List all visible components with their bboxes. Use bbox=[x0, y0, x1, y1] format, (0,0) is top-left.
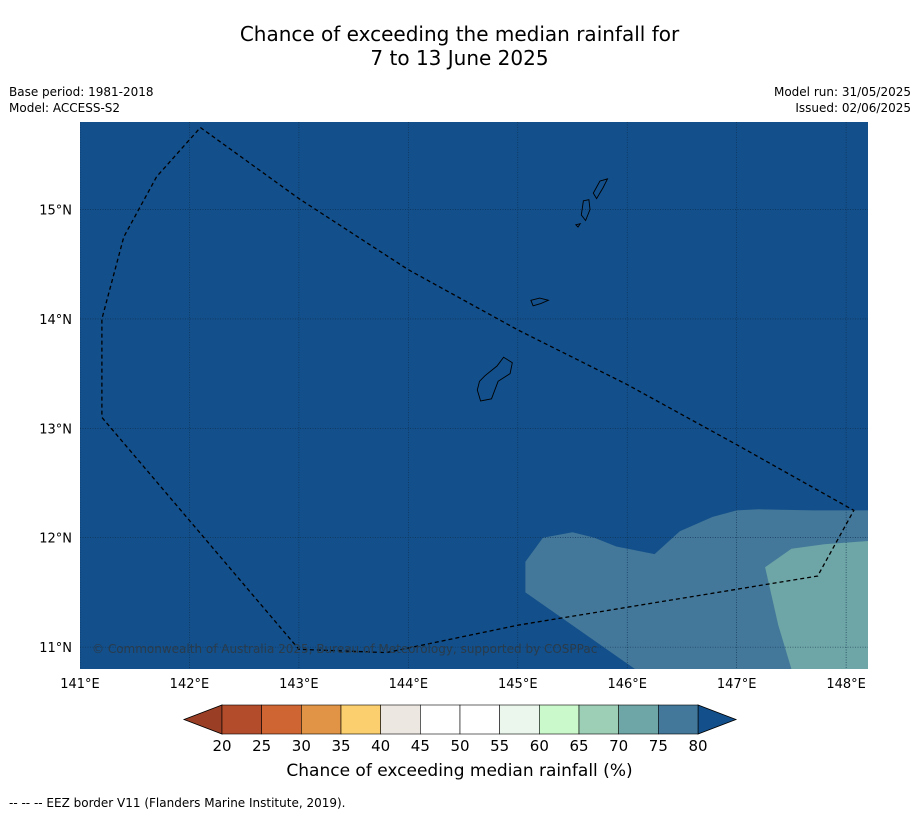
colorbar-segment bbox=[578, 704, 619, 735]
lat-tick-label: 13°N bbox=[39, 422, 72, 437]
copyright-text: © Commonwealth of Australia 2025, Bureau… bbox=[92, 642, 597, 656]
map-panel: © Commonwealth of Australia 2025, Bureau… bbox=[39, 122, 868, 692]
title-line-2: 7 to 13 June 2025 bbox=[370, 46, 549, 70]
colorbar-tick-label: 25 bbox=[252, 737, 271, 755]
colorbar-tick-label: 60 bbox=[530, 737, 549, 755]
island-guam bbox=[476, 356, 513, 402]
lon-tick-label: 148°E bbox=[826, 677, 866, 692]
island-saipan bbox=[592, 178, 609, 200]
meta-left: Base period: 1981-2018 Model: ACCESS-S2 bbox=[9, 84, 154, 116]
lon-tick-label: 145°E bbox=[498, 677, 538, 692]
colorbar-tick-label: 55 bbox=[490, 737, 509, 755]
colorbar-tick-label: 30 bbox=[292, 737, 311, 755]
colorbar-segment bbox=[539, 704, 580, 735]
colorbar-segment bbox=[658, 704, 699, 735]
colorbar-segment bbox=[459, 704, 500, 735]
island-rota bbox=[530, 297, 550, 307]
lat-tick-label: 11°N bbox=[39, 641, 72, 656]
colorbar-segment bbox=[301, 704, 342, 735]
lon-tick-label: 147°E bbox=[717, 677, 757, 692]
colorbar-tick-label: 75 bbox=[649, 737, 668, 755]
colorbar-tick-label: 20 bbox=[212, 737, 231, 755]
meta-right: Model run: 31/05/2025 Issued: 02/06/2025 bbox=[774, 84, 911, 116]
colorbar-tick-label: 65 bbox=[569, 737, 588, 755]
lat-tick-label: 12°N bbox=[39, 532, 72, 547]
colorbar-segment bbox=[420, 704, 461, 735]
colorbar-title: Chance of exceeding median rainfall (%) bbox=[286, 761, 633, 781]
rainfall-map: © Commonwealth of Australia 2025, Bureau… bbox=[39, 122, 868, 755]
map-title: Chance of exceeding the median rainfall … bbox=[0, 22, 919, 70]
colorbar-segment bbox=[340, 704, 381, 735]
lat-tick-label: 14°N bbox=[39, 313, 72, 328]
colorbar-segment bbox=[261, 704, 302, 735]
lon-tick-label: 144°E bbox=[389, 677, 429, 692]
eez-footnote: -- -- -- EEZ border V11 (Flanders Marine… bbox=[9, 796, 346, 810]
contour-70-75 bbox=[765, 541, 868, 669]
title-line-1: Chance of exceeding the median rainfall … bbox=[239, 22, 680, 46]
lon-tick-label: 143°E bbox=[279, 677, 319, 692]
colorbar-under-arrow bbox=[182, 704, 223, 735]
colorbar: 20 25 30 35 40 45 50 55 60 65 70 75 80 bbox=[182, 704, 738, 755]
lon-tick-label: 146°E bbox=[607, 677, 647, 692]
colorbar-tick-label: 45 bbox=[411, 737, 430, 755]
lon-tick-label: 141°E bbox=[60, 677, 100, 692]
base-period-text: Base period: 1981-2018 bbox=[9, 85, 154, 99]
island-aguijan bbox=[574, 222, 582, 228]
colorbar-tick-label: 70 bbox=[609, 737, 628, 755]
model-run-text: Model run: 31/05/2025 bbox=[773, 85, 911, 99]
lon-tick-label: 142°E bbox=[170, 677, 210, 692]
issued-text: Issued: 02/06/2025 bbox=[795, 101, 911, 115]
colorbar-segment bbox=[499, 704, 540, 735]
island-tinian bbox=[580, 199, 591, 222]
model-text: Model: ACCESS-S2 bbox=[9, 101, 121, 115]
lat-tick-label: 15°N bbox=[39, 204, 72, 219]
colorbar-over-arrow bbox=[697, 704, 738, 735]
colorbar-tick-label: 35 bbox=[331, 737, 350, 755]
colorbar-segment bbox=[380, 704, 421, 735]
colorbar-segment bbox=[221, 704, 262, 735]
colorbar-tick-label: 40 bbox=[371, 737, 390, 755]
colorbar-segment bbox=[618, 704, 659, 735]
colorbar-tick-label: 50 bbox=[450, 737, 469, 755]
colorbar-tick-label: 80 bbox=[688, 737, 707, 755]
